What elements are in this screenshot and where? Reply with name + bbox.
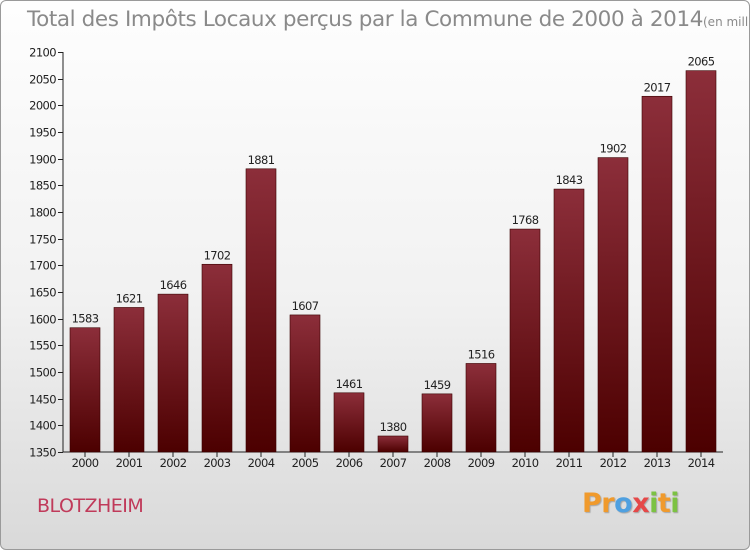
bar [509,228,541,453]
bar [597,157,629,453]
x-tick-label: 2009 [468,456,495,470]
chart-title: Total des Impôts Locaux perçus par la Co… [27,7,749,32]
logo-letter: r [601,488,615,519]
bar-value-label: 2065 [688,55,715,69]
y-tick-label: 1450 [29,393,56,407]
logo-letter: i [649,488,658,519]
bar-value-label: 1843 [556,173,583,187]
y-tick-label: 2000 [29,99,56,113]
bar [465,363,497,453]
y-tick-label: 1600 [29,313,56,327]
logo-letter: o [614,488,633,519]
bar [641,95,673,453]
logo-letter: x [632,488,650,519]
y-tick-label: 1700 [29,259,56,273]
bar [421,393,453,453]
x-tick-label: 2000 [72,456,99,470]
bar-value-label: 1621 [116,291,143,305]
bar [289,314,321,453]
y-tick-label: 1400 [29,419,56,433]
y-tick-label: 1950 [29,126,56,140]
x-tick-label: 2001 [116,456,143,470]
logo-letter: P [582,488,602,519]
logo-letter: t [657,488,671,519]
bar-value-label: 1461 [336,377,363,391]
y-tick-label: 2050 [29,73,56,87]
bar [245,168,277,453]
chart-title-text: Total des Impôts Locaux perçus par la Co… [27,7,703,32]
y-tick-label: 1900 [29,153,56,167]
y-tick-label: 1750 [29,233,56,247]
x-tick-label: 2006 [336,456,363,470]
x-tick-label: 2011 [556,456,583,470]
x-tick-label: 2012 [600,456,627,470]
logo-letter: i [670,488,680,519]
x-tick-label: 2002 [160,456,187,470]
bar [553,188,585,453]
bar [113,307,145,453]
y-tick-label: 1850 [29,179,56,193]
bar-value-label: 1702 [204,248,231,262]
bar-value-label: 1583 [72,312,99,326]
y-tick-label: 1550 [29,339,56,353]
bar-value-label: 1646 [160,278,187,292]
bar-value-label: 1380 [380,420,407,434]
x-tick-label: 2005 [292,456,319,470]
bar [157,293,189,453]
bar-value-label: 1459 [424,378,451,392]
x-tick-label: 2004 [248,456,275,470]
y-tick-label: 1650 [29,286,56,300]
commune-name: BLOTZHEIM [37,495,144,517]
bar [377,435,409,453]
x-tick-label: 2013 [644,456,671,470]
bar-value-label: 1768 [512,213,539,227]
y-tick-label: 1500 [29,366,56,380]
y-tick-label: 1800 [29,206,56,220]
x-tick-label: 2010 [512,456,539,470]
proxiti-logo: Proxiti [582,488,680,519]
bar-value-label: 1881 [248,153,275,167]
y-tick-label: 1350 [29,446,56,460]
bar [201,263,233,453]
x-tick-label: 2003 [204,456,231,470]
bar [333,392,365,453]
x-tick-label: 2007 [380,456,407,470]
x-tick-label: 2008 [424,456,451,470]
bar-value-label: 1516 [468,347,495,361]
y-tick-label: 2100 [29,46,56,60]
bar-value-label: 2017 [644,80,671,94]
x-tick-label: 2014 [688,456,715,470]
chart-title-unit: (en milliers d'€) [703,15,749,29]
bar [685,70,717,453]
bar [69,327,101,453]
bar-value-label: 1607 [292,299,319,313]
bar-value-label: 1902 [600,142,627,156]
